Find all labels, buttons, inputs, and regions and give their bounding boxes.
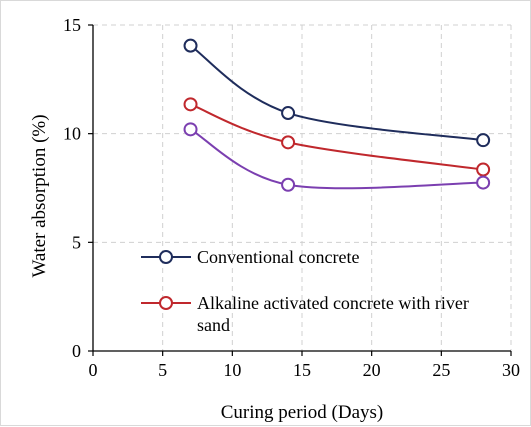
x-tick-label: 15 [293, 360, 311, 380]
legend-label-1: Conventional concrete [197, 247, 359, 267]
x-tick-label: 5 [158, 360, 167, 380]
legend-label-2-line-2: sand [197, 315, 230, 335]
series-line [190, 103, 484, 171]
legend-label-2: Alkaline activated concrete with river sa… [197, 293, 469, 335]
grid [93, 24, 512, 351]
series-line [190, 128, 484, 190]
data-point [183, 97, 198, 112]
series-line [189, 44, 484, 142]
data-point [476, 162, 491, 177]
series-3 [183, 122, 491, 192]
y-axis-label: Water absorption (%) [29, 114, 50, 277]
y-tick-label: 5 [72, 232, 81, 252]
legend: Conventional concrete Alkaline activated … [141, 247, 469, 335]
legend-item-2 [141, 296, 191, 310]
data-point [183, 122, 198, 137]
legend-label-2-line-1: Alkaline activated concrete with river [197, 293, 469, 313]
series-layer [183, 38, 491, 192]
series-2 [183, 97, 491, 177]
y-tick-label: 10 [63, 124, 81, 144]
x-tick-label: 25 [432, 360, 450, 380]
x-tick-label: 30 [502, 360, 520, 380]
x-tick-label: 10 [223, 360, 241, 380]
legend-marker [159, 296, 173, 310]
axes: 0 5 10 15 20 25 30 0 5 10 15 [63, 15, 520, 380]
legend-marker [159, 250, 173, 264]
data-point [476, 133, 491, 148]
y-tick-label: 0 [72, 341, 81, 361]
x-tick-label: 20 [363, 360, 381, 380]
data-point [281, 177, 296, 192]
data-point [183, 38, 198, 53]
data-point [281, 135, 296, 150]
data-point [281, 106, 296, 121]
data-point [476, 175, 491, 190]
x-axis-label: Curing period (Days) [221, 402, 384, 423]
x-tick-label: 0 [89, 360, 98, 380]
legend-item-1 [141, 250, 191, 264]
series-1 [183, 38, 491, 148]
y-tick-label: 15 [63, 15, 81, 35]
